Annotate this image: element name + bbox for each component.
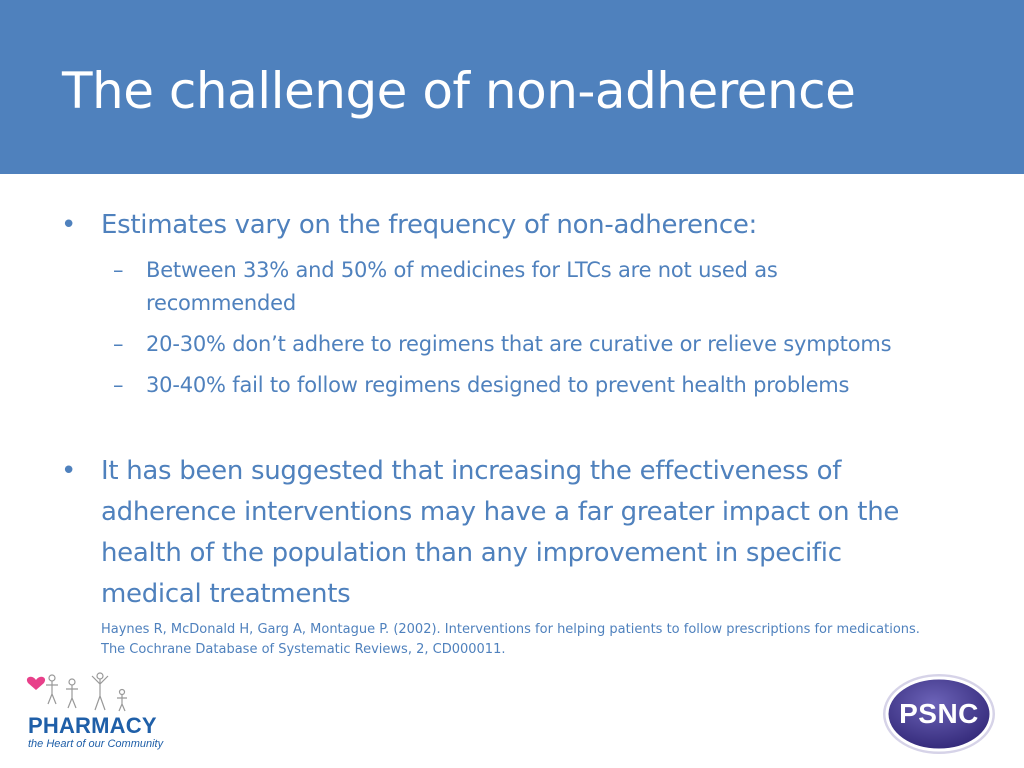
title-bar: The challenge of non-adherence [0,0,1024,174]
sub-bullet-mark: – [113,258,124,282]
sub-bullet-mark: – [113,332,124,356]
sub-bullet-item: – 30-40% fail to follow regimens designe… [113,369,1006,402]
sub-bullet-line: 20-30% don’t adhere to regimens that are… [146,332,892,356]
psnc-wordmark: PSNC [899,698,979,729]
bullet-item: • Estimates vary on the frequency of non… [61,205,991,246]
bullet-line: adherence interventions may have a far g… [101,497,900,527]
bullet-line: It has been suggested that increasing th… [101,456,842,486]
bullet-mark: • [61,456,77,486]
sub-bullet-line: 30-40% fail to follow regimens designed … [146,373,850,397]
bullet-line: health of the population than any improv… [101,538,842,568]
pharmacy-logo: PHARMACY the Heart of our Community [22,670,172,760]
pharmacy-wordmark: PHARMACY [28,713,157,738]
bullet-mark: • [61,210,77,240]
citation-line: The Cochrane Database of Systematic Revi… [101,642,506,657]
sub-bullet-item: – Between 33% and 50% of medicines for L… [113,254,996,320]
sub-bullet-item: – 20-30% don’t adhere to regimens that a… [113,328,1006,361]
citation-line: Haynes R, McDonald H, Garg A, Montague P… [101,622,920,637]
psnc-logo: PSNC [880,672,998,756]
bullet-item: • It has been suggested that increasing … [61,451,1001,615]
sub-bullet-line: recommended [146,291,297,315]
bullet-line: medical treatments [101,579,351,609]
family-figures-icon [26,672,127,712]
bullet-text: Estimates vary on the frequency of non-a… [101,210,757,240]
sub-bullet-mark: – [113,373,124,397]
pharmacy-tagline: the Heart of our Community [28,738,164,750]
psnc-badge-icon [883,674,995,754]
citation: Haynes R, McDonald H, Garg A, Montague P… [101,620,1001,660]
slide-title: The challenge of non-adherence [62,62,856,120]
sub-bullet-line: Between 33% and 50% of medicines for LTC… [146,258,778,282]
